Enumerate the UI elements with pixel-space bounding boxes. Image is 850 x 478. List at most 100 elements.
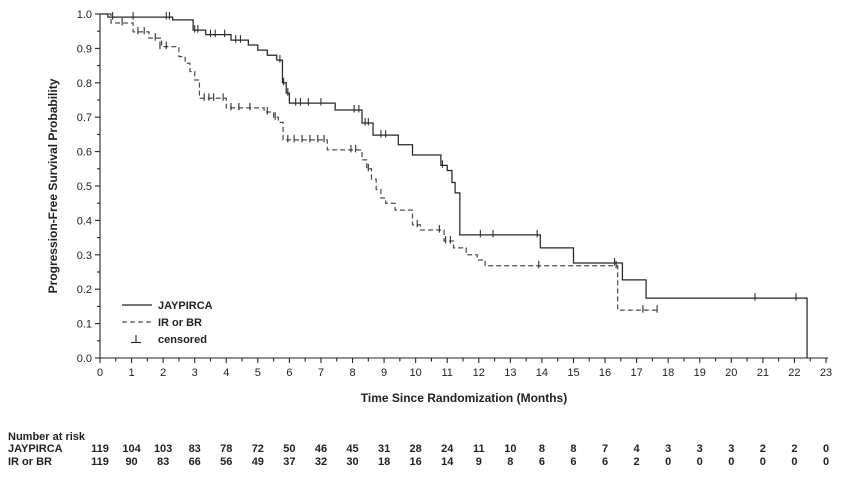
risk-count: 66 [189,456,201,468]
risk-count: 0 [697,456,703,468]
risk-count: 72 [252,443,264,455]
x-tick-label: 11 [442,367,453,379]
risk-count: 3 [697,443,703,455]
x-tick-label: 9 [381,367,387,379]
risk-count: 31 [378,443,390,455]
risk-count: 83 [189,443,201,455]
risk-count: 0 [760,456,766,468]
series-line-ir-or-br [100,13,658,311]
risk-count: 28 [410,443,422,455]
risk-row-jaypirca: JAYPIRCA 119 104 103 83 78 72 50 46 45 31 28 24 11 10 8… [8,443,829,455]
x-tick-label: 13 [504,367,516,379]
risk-count: 56 [220,456,232,468]
risk-count: 2 [634,456,640,468]
x-tick-label: 17 [630,367,642,379]
risk-count: 8 [507,456,513,468]
y-tick-label: 0.2 [77,284,92,296]
legend-label: IR or BR [158,317,202,329]
risk-count: 32 [315,456,327,468]
x-tick-label: 0 [97,367,103,379]
risk-table-header: Number at risk [8,431,86,443]
risk-count: 2 [791,443,797,455]
x-tick-label: 10 [410,367,422,379]
x-tick-label: 1 [129,367,135,379]
x-tick-label: 2 [160,367,166,379]
legend-entry-jaypirca: JAYPIRCA [122,300,213,312]
risk-row-ir-or-br: IR or BR 119 90 83 66 56 49 37 32 30 18 16 14 9 8 6 6 6 2 0… [8,456,829,468]
x-tick-label: 19 [694,367,706,379]
survival-curves [100,13,808,358]
x-tick-label: 15 [567,367,579,379]
x-tick-label: 16 [599,367,611,379]
legend-label: censored [158,334,207,346]
risk-count: 7 [602,443,608,455]
risk-count: 104 [122,443,141,455]
risk-count: 6 [602,456,608,468]
x-tick-label: 22 [788,367,800,379]
risk-table: Number at risk JAYPIRCA 119 104 103 83 78 72 50… [8,431,829,468]
risk-count: 0 [728,456,734,468]
risk-count: 11 [473,443,485,455]
y-tick-label: 0.1 [77,319,92,331]
x-tick-label: 8 [349,367,355,379]
censor-marks [112,12,797,313]
risk-count: 0 [665,456,671,468]
risk-count: 119 [91,456,109,468]
risk-count: 90 [125,456,137,468]
risk-count: 8 [570,443,576,455]
risk-count: 16 [410,456,422,468]
x-tick-label: 5 [255,367,261,379]
risk-count: 83 [157,456,169,468]
risk-count: 6 [539,456,545,468]
x-tick-label: 3 [192,367,198,379]
risk-row-label: IR or BR [8,456,52,468]
legend: JAYPIRCA IR or BR censored [122,300,213,346]
x-tick-label: 7 [318,367,324,379]
risk-count: 46 [315,443,327,455]
risk-count: 10 [504,443,516,455]
risk-count: 103 [154,443,172,455]
y-tick-label: 0.5 [77,181,92,193]
risk-count: 2 [760,443,766,455]
axes: 0 1 2 3 4 5 6 7 8 9 10 11 12 13 14 15 16 17 18 19 20 21 22 230.… [77,9,832,379]
x-axis-title: Time Since Randomization (Months) [361,391,567,405]
risk-count: 45 [346,443,358,455]
risk-count: 9 [476,456,482,468]
legend-entry-ir-or-br: IR or BR [122,317,202,329]
x-tick-label: 12 [473,367,485,379]
risk-count: 14 [441,456,454,468]
risk-count: 8 [539,443,545,455]
risk-count: 3 [665,443,671,455]
risk-count: 18 [378,456,390,468]
risk-row-label: JAYPIRCA [8,443,63,455]
risk-count: 6 [570,456,576,468]
x-tick-label: 14 [536,367,548,379]
series-line-jaypirca [100,13,808,358]
x-tick-label: 21 [757,367,769,379]
risk-count: 119 [91,443,109,455]
y-axis-title: Progression-Free Survival Probability [46,78,60,293]
x-tick-label: 6 [286,367,292,379]
x-tick-label: 18 [662,367,674,379]
x-tick-label: 23 [820,367,832,379]
risk-count: 49 [252,456,264,468]
y-tick-label: 0.4 [77,215,92,227]
y-tick-label: 0.3 [77,250,92,262]
risk-count: 50 [283,443,295,455]
y-tick-label: 0.7 [77,112,92,124]
legend-label: JAYPIRCA [158,300,213,312]
y-tick-label: 0.8 [77,78,92,90]
y-tick-label: 1.0 [77,9,92,21]
risk-count: 0 [823,456,829,468]
risk-count: 3 [728,443,734,455]
x-tick-label: 4 [223,367,229,379]
risk-count: 78 [220,443,232,455]
x-tick-label: 20 [725,367,737,379]
risk-count: 0 [791,456,797,468]
risk-count: 30 [346,456,358,468]
y-tick-label: 0.6 [77,147,92,159]
risk-count: 24 [441,443,454,455]
risk-count: 37 [283,456,295,468]
